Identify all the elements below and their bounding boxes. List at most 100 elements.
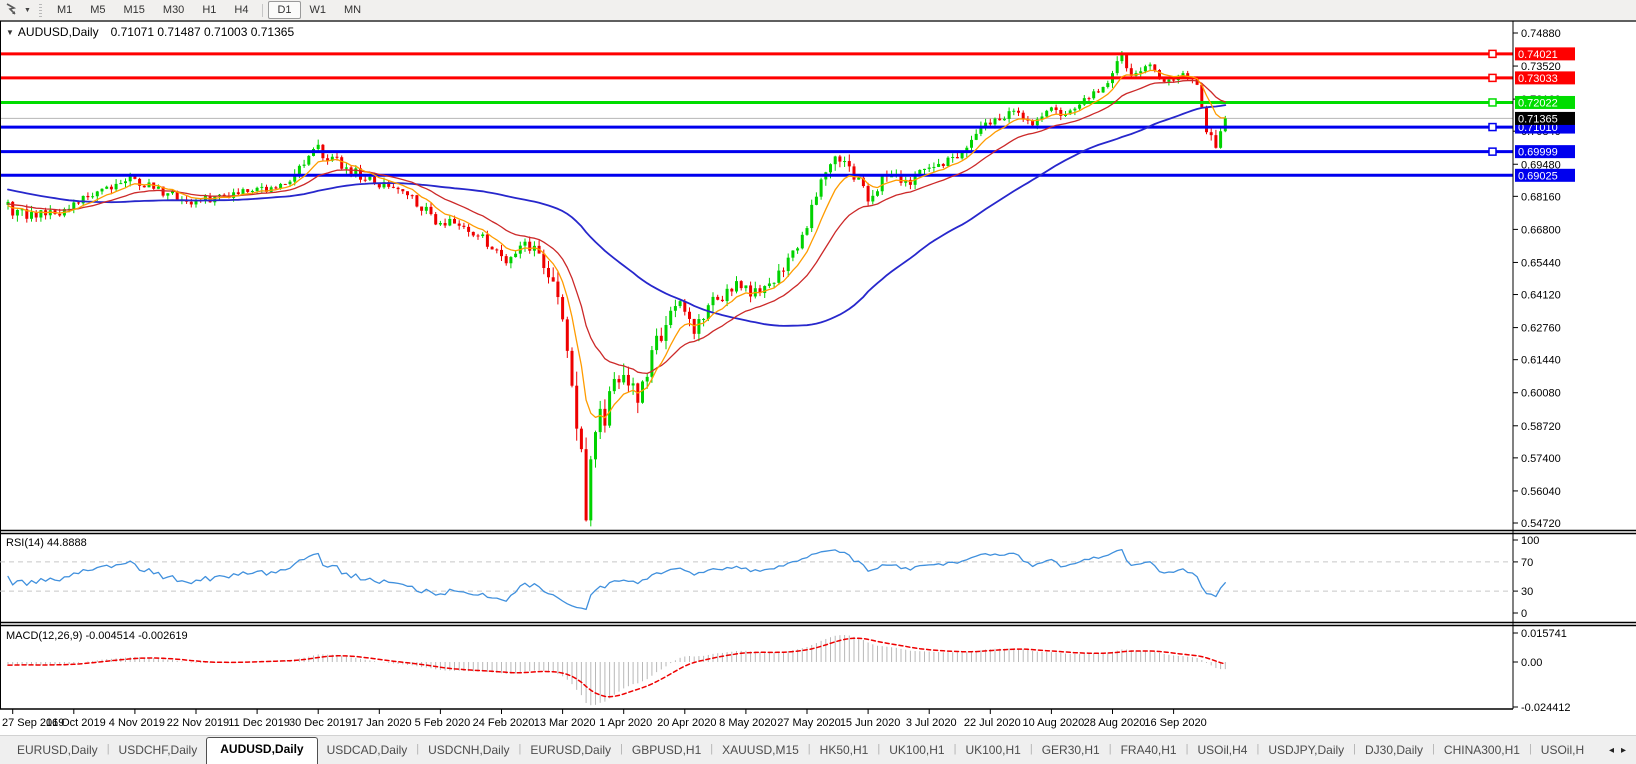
chart-tab-usdcad-daily-3[interactable]: USDCAD,Daily bbox=[326, 743, 408, 757]
hline-price-label-0.69999: 0.69999 bbox=[1515, 145, 1575, 159]
collapse-triangle-icon[interactable]: ▼ bbox=[6, 28, 14, 37]
svg-text:16 Sep 2020: 16 Sep 2020 bbox=[1144, 717, 1206, 729]
svg-text:0.74880: 0.74880 bbox=[1521, 28, 1561, 40]
tab-separator: | bbox=[710, 743, 714, 755]
svg-text:27 May 2020: 27 May 2020 bbox=[777, 717, 841, 729]
svg-text:22 Nov 2019: 22 Nov 2019 bbox=[167, 717, 229, 729]
timeframe-button-m1[interactable]: M1 bbox=[56, 4, 73, 16]
tab-separator: | bbox=[807, 743, 811, 755]
timeframe-button-mn[interactable]: MN bbox=[344, 4, 362, 16]
hline-0.69999[interactable] bbox=[0, 147, 1513, 156]
svg-text:10 Aug 2020: 10 Aug 2020 bbox=[1023, 717, 1085, 729]
pane-borders bbox=[0, 20, 1636, 710]
tab-separator: | bbox=[1528, 743, 1532, 755]
chart-tab-fra40-h1-12[interactable]: FRA40,H1 bbox=[1120, 743, 1177, 757]
svg-text:0.66800: 0.66800 bbox=[1521, 224, 1561, 236]
toolbar-separator bbox=[262, 3, 264, 17]
hline-0.74021[interactable] bbox=[0, 49, 1513, 59]
hline-handle bbox=[1488, 147, 1497, 156]
tab-separator: | bbox=[620, 743, 623, 755]
svg-text:4 Nov 2019: 4 Nov 2019 bbox=[109, 717, 165, 729]
chart-tab-china300-h1-16[interactable]: CHINA300,H1 bbox=[1443, 743, 1520, 757]
svg-text:0.54720: 0.54720 bbox=[1521, 518, 1561, 530]
tab-separator: | bbox=[877, 743, 881, 755]
svg-text:8 May 2020: 8 May 2020 bbox=[719, 717, 776, 729]
chart-tab-audusd-daily-2[interactable]: AUDUSD,Daily bbox=[206, 737, 318, 764]
chart-tab-usdcnh-daily-4[interactable]: USDCNH,Daily bbox=[428, 743, 510, 757]
tab-separator: | bbox=[953, 743, 957, 755]
hline-handle bbox=[1488, 122, 1497, 132]
cursor-tool-icon[interactable] bbox=[4, 3, 22, 17]
hline-0.73033[interactable] bbox=[0, 73, 1513, 83]
chart-tab-usoil-h4-13[interactable]: USOil,H4 bbox=[1197, 743, 1248, 757]
chart-tab-usdchf-daily-1[interactable]: USDCHF,Daily bbox=[118, 743, 198, 757]
hline-0.71010[interactable] bbox=[0, 122, 1513, 132]
price-chart-canvas[interactable]: 0.748800.735200.721600.708400.694800.681… bbox=[0, 20, 1636, 735]
timeframe-toolbar: ▼ M1 M5 M15 M30 H1 H4 D1 W1 MN bbox=[0, 0, 1636, 20]
macd-histogram bbox=[7, 635, 1226, 706]
svg-text:0.64120: 0.64120 bbox=[1521, 290, 1561, 302]
hline-0.72022[interactable] bbox=[0, 98, 1513, 107]
svg-text:0.60080: 0.60080 bbox=[1521, 388, 1561, 400]
svg-text:0.73520: 0.73520 bbox=[1521, 61, 1561, 73]
svg-text:30: 30 bbox=[1521, 586, 1533, 598]
svg-text:11 Dec 2019: 11 Dec 2019 bbox=[228, 717, 290, 729]
hline-handle bbox=[1488, 73, 1497, 83]
tab-separator: | bbox=[1029, 743, 1033, 755]
tool-dropdown-caret-icon[interactable]: ▼ bbox=[24, 6, 31, 14]
chart-tab-ger30-h1-11[interactable]: GER30,H1 bbox=[1041, 743, 1100, 757]
timeframe-button-h1[interactable]: H1 bbox=[202, 4, 217, 16]
svg-text:1 Apr 2020: 1 Apr 2020 bbox=[599, 717, 652, 729]
svg-text:0.69480: 0.69480 bbox=[1521, 159, 1561, 171]
chart-tab-bar: EURUSD,Daily | USDCHF,Daily AUDUSD,Daily USD… bbox=[0, 735, 1636, 764]
timeframe-button-w1[interactable]: W1 bbox=[309, 4, 327, 16]
ma-mid-line bbox=[7, 79, 1226, 375]
hline-price-label-0.69025: 0.69025 bbox=[1515, 168, 1575, 182]
svg-text:0.71365: 0.71365 bbox=[1518, 113, 1558, 125]
chart-tab-dj30-daily-15[interactable]: DJ30,Daily bbox=[1365, 743, 1424, 757]
chart-tab-xauusd-m15-7[interactable]: XAUUSD,M15 bbox=[722, 743, 799, 757]
svg-text:0.00: 0.00 bbox=[1521, 657, 1542, 669]
timeframe-button-h4[interactable]: H4 bbox=[234, 4, 249, 16]
svg-text:30 Dec 2019: 30 Dec 2019 bbox=[289, 717, 351, 729]
chart-ohlc-values: 0.71071 0.71487 0.71003 0.71365 bbox=[110, 25, 295, 39]
toolbar-grip[interactable] bbox=[38, 3, 42, 17]
timeframe-button-m15[interactable]: M15 bbox=[123, 4, 145, 16]
rsi-pane: 100 70 30 0 bbox=[0, 535, 1539, 620]
tab-scroll-right-icon[interactable]: ▸ bbox=[1620, 745, 1626, 756]
svg-text:16 Oct 2019: 16 Oct 2019 bbox=[46, 717, 106, 729]
timeframe-button-d1[interactable]: D1 bbox=[268, 1, 301, 19]
svg-text:0.74021: 0.74021 bbox=[1518, 49, 1558, 61]
svg-text:17 Jan 2020: 17 Jan 2020 bbox=[351, 717, 412, 729]
svg-text:15 Jun 2020: 15 Jun 2020 bbox=[840, 717, 901, 729]
chart-tabs: EURUSD,Daily | USDCHF,Daily AUDUSD,Daily USD… bbox=[0, 736, 1605, 764]
chart-tab-usdjpy-daily-14[interactable]: USDJPY,Daily bbox=[1268, 743, 1345, 757]
tab-separator: | bbox=[416, 743, 420, 755]
rsi-indicator-label: RSI(14) 44.8888 bbox=[6, 537, 87, 549]
tab-scroll-left-icon[interactable]: ◂ bbox=[1608, 745, 1614, 756]
svg-text:0.56040: 0.56040 bbox=[1521, 486, 1561, 498]
chart-tab-hk50-h1-8[interactable]: HK50,H1 bbox=[819, 743, 869, 757]
timeframe-button-m30[interactable]: M30 bbox=[162, 4, 185, 16]
rsi-line bbox=[7, 548, 1226, 611]
svg-text:0.69999: 0.69999 bbox=[1518, 147, 1558, 159]
tab-separator: | bbox=[1353, 743, 1357, 755]
svg-text:0.015741: 0.015741 bbox=[1521, 628, 1567, 640]
chart-tab-usoil-h-17[interactable]: USOil,H bbox=[1540, 743, 1585, 757]
tab-separator: | bbox=[1108, 743, 1112, 755]
chart-tab-uk100-h1-9[interactable]: UK100,H1 bbox=[889, 743, 945, 757]
svg-text:0.58720: 0.58720 bbox=[1521, 421, 1561, 433]
chart-tab-eurusd-daily-0[interactable]: EURUSD,Daily bbox=[17, 743, 98, 757]
tab-separator: | bbox=[1256, 743, 1260, 755]
ma-fast-line bbox=[7, 69, 1226, 419]
chart-tab-uk100-h1-10[interactable]: UK100,H1 bbox=[965, 743, 1021, 757]
chart-tab-eurusd-daily-5[interactable]: EURUSD,Daily bbox=[530, 743, 612, 757]
chart-tab-gbpusd-h1-6[interactable]: GBPUSD,H1 bbox=[631, 743, 702, 757]
timeframe-button-m5[interactable]: M5 bbox=[90, 4, 106, 16]
hline-price-label-0.74021: 0.74021 bbox=[1515, 47, 1575, 61]
svg-text:0.65440: 0.65440 bbox=[1521, 257, 1561, 269]
chart-window: 0.748800.735200.721600.708400.694800.681… bbox=[0, 20, 1636, 735]
macd-indicator-label: MACD(12,26,9) -0.004514 -0.002619 bbox=[6, 630, 188, 642]
